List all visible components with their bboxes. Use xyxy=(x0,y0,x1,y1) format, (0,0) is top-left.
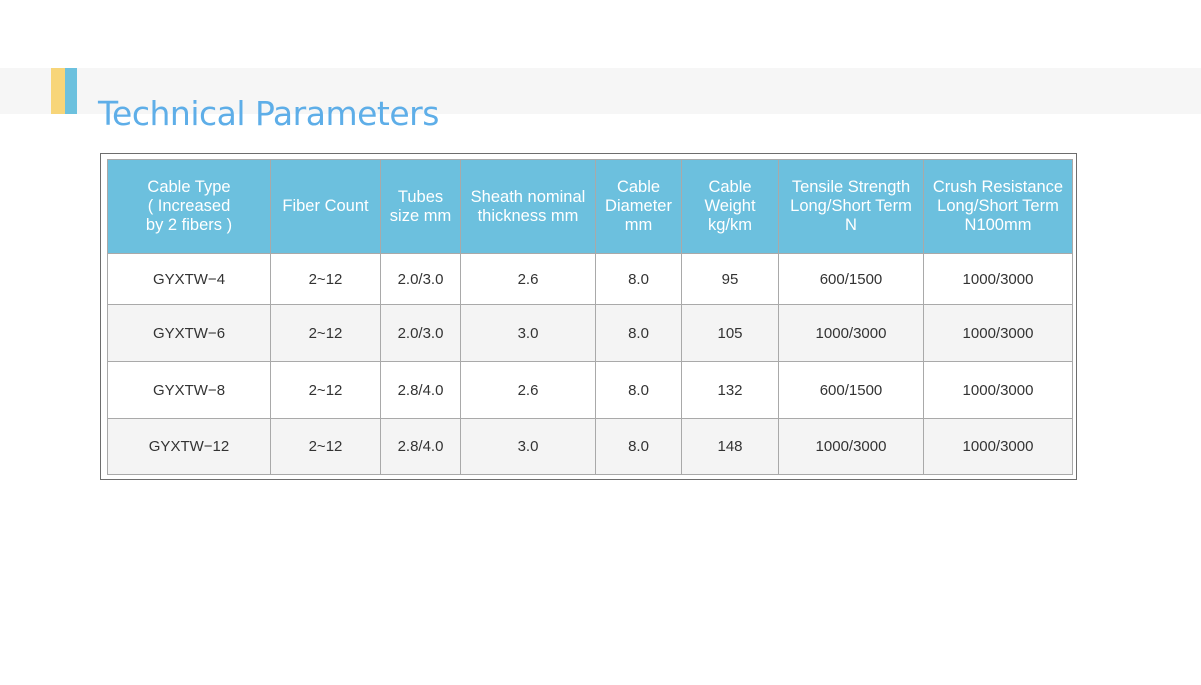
cell-crush-resistance: 1000/3000 xyxy=(923,304,1073,362)
column-header-fiber-count: Fiber Count xyxy=(270,159,381,254)
cell-sheath-thickness: 3.0 xyxy=(460,418,596,475)
title-banner xyxy=(0,68,1201,114)
cell-cable-diameter: 8.0 xyxy=(595,361,682,419)
table-row: GYXTW−4 2~12 2.0/3.0 2.6 8.0 95 600/1500… xyxy=(107,253,1073,305)
cell-cable-weight: 148 xyxy=(681,418,779,475)
cell-sheath-thickness: 2.6 xyxy=(460,253,596,305)
column-header-tensile-strength: Tensile Strength Long/Short Term N xyxy=(778,159,924,254)
cell-crush-resistance: 1000/3000 xyxy=(923,361,1073,419)
cell-cable-type: GYXTW−6 xyxy=(107,304,271,362)
cell-tubes-size: 2.0/3.0 xyxy=(380,304,461,362)
cell-cable-type: GYXTW−12 xyxy=(107,418,271,475)
column-header-cable-diameter: Cable Diameter mm xyxy=(595,159,682,254)
cell-cable-type: GYXTW−4 xyxy=(107,253,271,305)
accent-bar-yellow xyxy=(51,68,65,114)
cell-sheath-thickness: 2.6 xyxy=(460,361,596,419)
column-header-crush-resistance: Crush Resistance Long/Short Term N100mm xyxy=(923,159,1073,254)
cell-cable-weight: 132 xyxy=(681,361,779,419)
cell-fiber-count: 2~12 xyxy=(270,361,381,419)
table-row: GYXTW−8 2~12 2.8/4.0 2.6 8.0 132 600/150… xyxy=(107,361,1073,419)
column-header-tubes-size: Tubes size mm xyxy=(380,159,461,254)
accent-bar-blue xyxy=(65,68,77,114)
cell-cable-weight: 95 xyxy=(681,253,779,305)
cell-cable-weight: 105 xyxy=(681,304,779,362)
technical-parameters-table: Cable Type ( Increased by 2 fibers ) Fib… xyxy=(107,159,1073,475)
cell-crush-resistance: 1000/3000 xyxy=(923,253,1073,305)
cell-crush-resistance: 1000/3000 xyxy=(923,418,1073,475)
cell-tubes-size: 2.8/4.0 xyxy=(380,418,461,475)
table-row: GYXTW−12 2~12 2.8/4.0 3.0 8.0 148 1000/3… xyxy=(107,418,1073,475)
cell-cable-diameter: 8.0 xyxy=(595,304,682,362)
column-header-cable-weight: Cable Weight kg/km xyxy=(681,159,779,254)
column-header-sheath-thickness: Sheath nominal thickness mm xyxy=(460,159,596,254)
cell-tubes-size: 2.0/3.0 xyxy=(380,253,461,305)
table-row: GYXTW−6 2~12 2.0/3.0 3.0 8.0 105 1000/30… xyxy=(107,304,1073,362)
cell-fiber-count: 2~12 xyxy=(270,304,381,362)
page-title: Technical Parameters xyxy=(98,94,439,134)
cell-tubes-size: 2.8/4.0 xyxy=(380,361,461,419)
cell-cable-diameter: 8.0 xyxy=(595,418,682,475)
cell-fiber-count: 2~12 xyxy=(270,418,381,475)
cell-cable-type: GYXTW−8 xyxy=(107,361,271,419)
cell-tensile-strength: 600/1500 xyxy=(778,253,924,305)
cell-fiber-count: 2~12 xyxy=(270,253,381,305)
cell-tensile-strength: 1000/3000 xyxy=(778,304,924,362)
cell-tensile-strength: 600/1500 xyxy=(778,361,924,419)
table-header-row: Cable Type ( Increased by 2 fibers ) Fib… xyxy=(107,159,1073,254)
column-header-cable-type: Cable Type ( Increased by 2 fibers ) xyxy=(107,159,271,254)
cell-cable-diameter: 8.0 xyxy=(595,253,682,305)
cell-sheath-thickness: 3.0 xyxy=(460,304,596,362)
cell-tensile-strength: 1000/3000 xyxy=(778,418,924,475)
